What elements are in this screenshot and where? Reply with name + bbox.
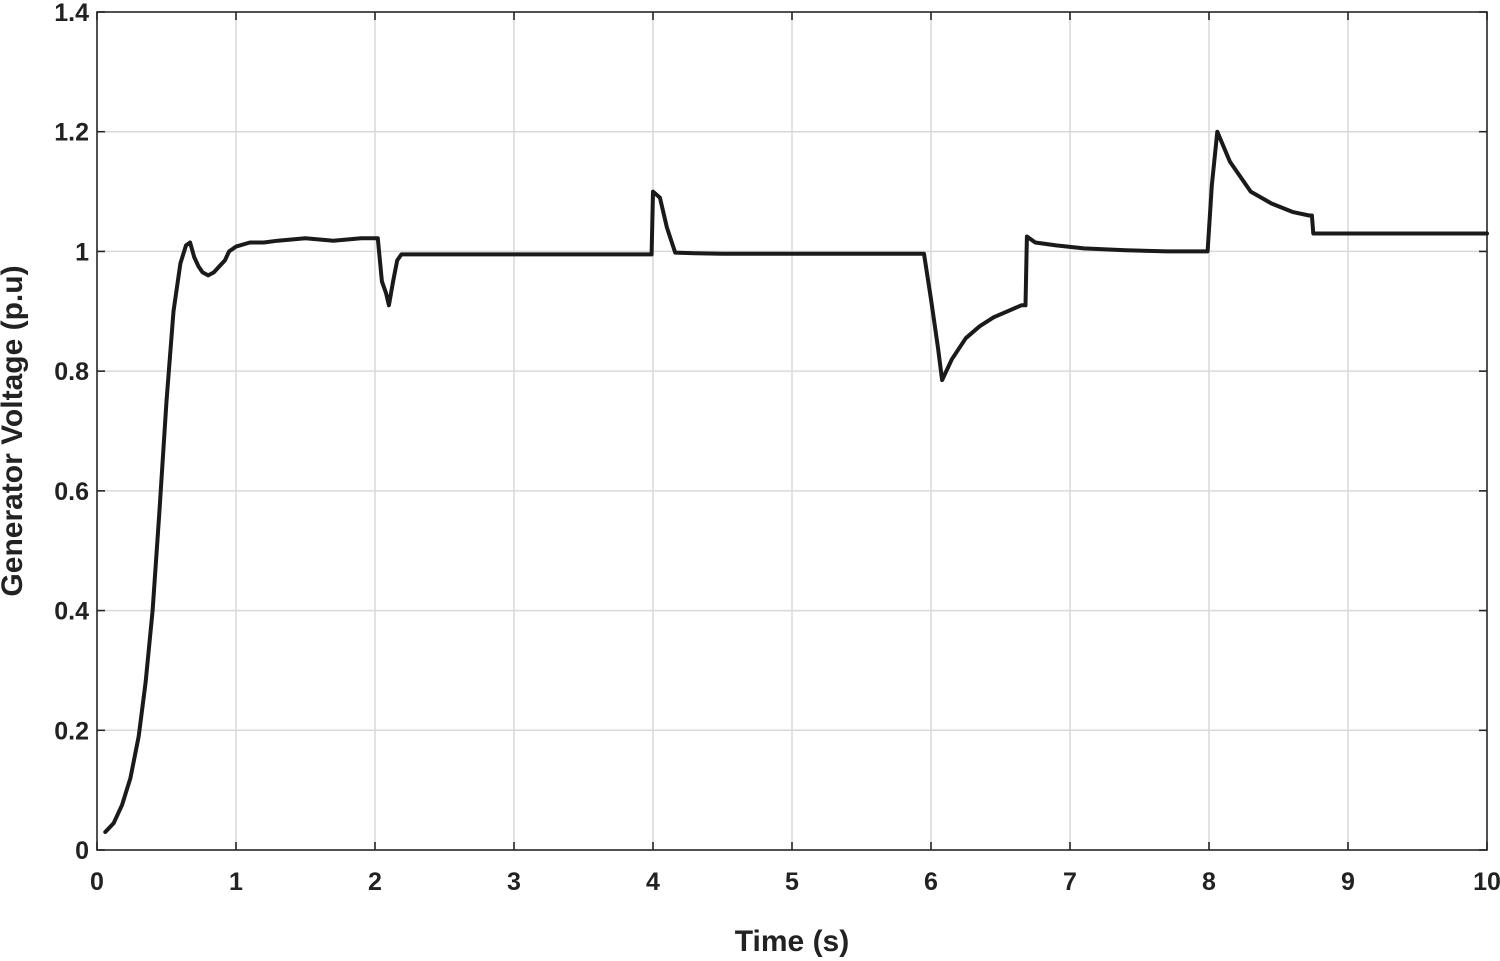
x-tick-label: 8: [1202, 868, 1216, 896]
y-tick-label: 0.4: [54, 598, 89, 626]
series-layer: [103, 129, 1489, 834]
y-tick-label: 1.4: [54, 0, 89, 27]
x-tick-label: 2: [368, 868, 382, 896]
x-tick-label: 0: [90, 868, 104, 896]
y-tick-label: 1.2: [54, 119, 89, 147]
y-tick-label: 0.6: [54, 478, 89, 506]
x-tick-label: 7: [1063, 868, 1077, 896]
y-axis-label: Generator Voltage (p.u): [0, 265, 29, 596]
y-tick-label: 1: [75, 238, 89, 266]
x-axis-label: Time (s): [735, 925, 849, 958]
ticks: 0 1 2 3 4 5 6 7 8 9 10 0 0.2 0.4 0.6 0.8 1 1.2 1.4: [54, 0, 1500, 896]
y-tick-label: 0.8: [54, 358, 89, 386]
x-tick-label: 5: [785, 868, 799, 896]
x-tick-label: 4: [646, 868, 660, 896]
x-tick-label: 1: [229, 868, 243, 896]
y-tick-label: 0: [75, 837, 89, 865]
x-tick-label: 3: [507, 868, 521, 896]
x-tick-label: 10: [1473, 868, 1500, 896]
grid: [97, 12, 1487, 850]
x-tick-label: 9: [1341, 868, 1355, 896]
x-tick-label: 6: [924, 868, 938, 896]
y-tick-label: 0.2: [54, 717, 89, 745]
series-line: [103, 129, 1489, 834]
